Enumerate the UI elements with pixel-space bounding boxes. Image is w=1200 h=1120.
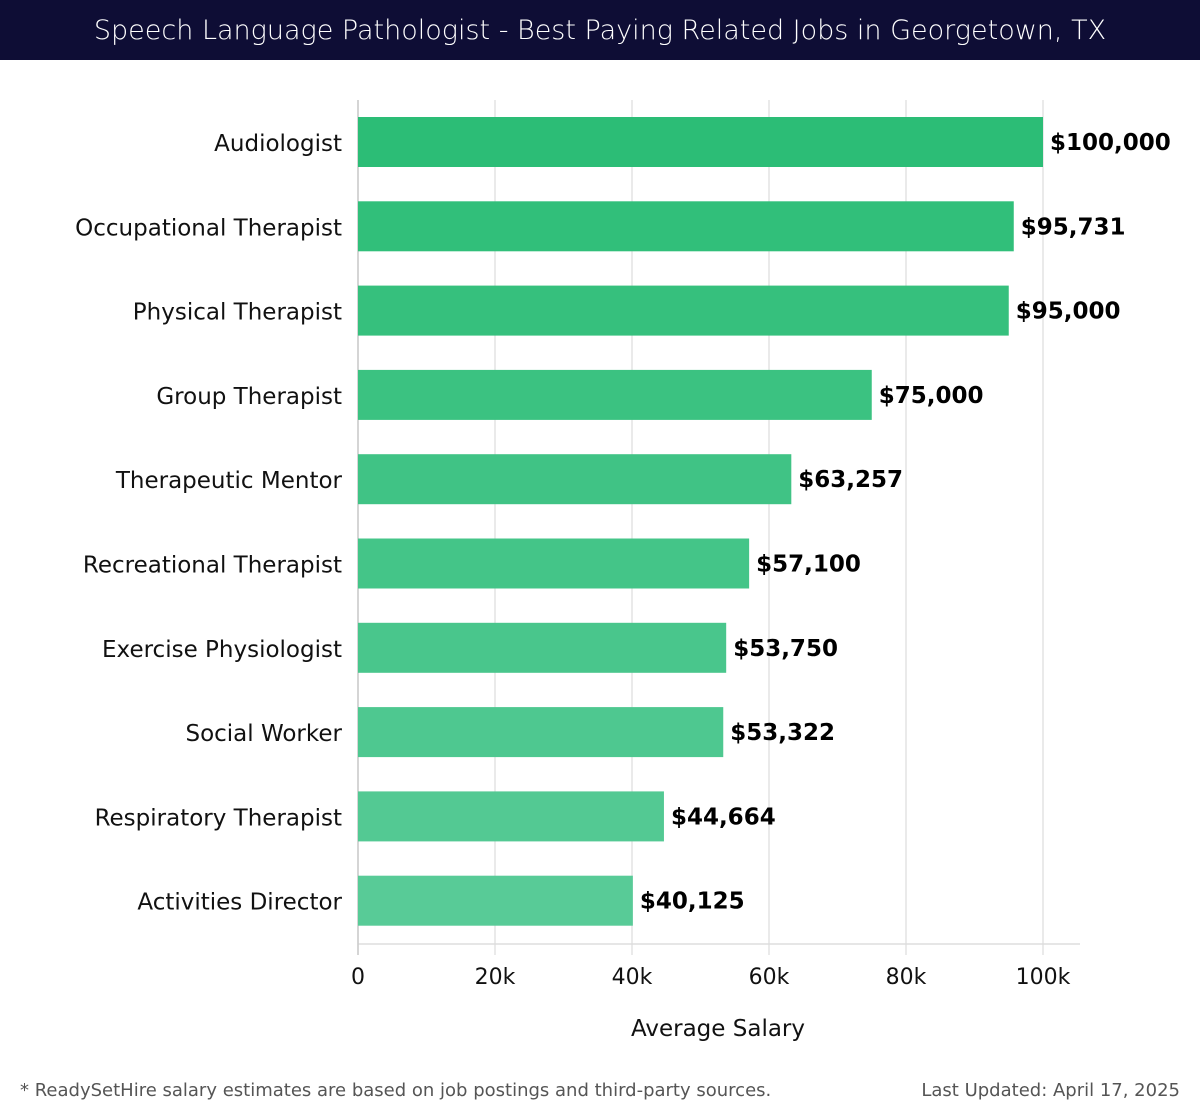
bar xyxy=(358,707,724,758)
last-updated: Last Updated: April 17, 2025 xyxy=(921,1080,1180,1101)
category-label: Social Worker xyxy=(185,721,342,747)
x-tick-label: 100k xyxy=(1016,965,1071,990)
data-label: $44,664 xyxy=(671,804,776,830)
category-label: Physical Therapist xyxy=(133,300,342,326)
data-label: $100,000 xyxy=(1050,130,1171,156)
chart-title: Speech Language Pathologist - Best Payin… xyxy=(0,0,1200,60)
x-axis-title: Average Salary xyxy=(631,1016,805,1042)
category-label: Exercise Physiologist xyxy=(102,637,342,663)
bar xyxy=(358,201,1014,252)
category-label: Therapeutic Mentor xyxy=(115,468,343,494)
data-label: $95,731 xyxy=(1021,214,1126,240)
bar xyxy=(358,791,664,842)
bar xyxy=(358,369,872,420)
bar xyxy=(358,875,633,926)
footer-note: * ReadySetHire salary estimates are base… xyxy=(20,1080,772,1101)
x-tick-label: 20k xyxy=(475,965,516,990)
category-label: Activities Director xyxy=(137,890,342,916)
category-label: Audiologist xyxy=(214,131,342,157)
x-tick-label: 80k xyxy=(886,965,927,990)
x-tick-label: 60k xyxy=(749,965,790,990)
data-label: $53,750 xyxy=(733,636,838,662)
category-label: Recreational Therapist xyxy=(83,553,342,579)
bar xyxy=(358,117,1043,167)
category-label: Occupational Therapist xyxy=(75,215,342,241)
bar-chart: 0 20k 40k 60k 80k 100k Audiologist $100,000 Occu… xyxy=(75,100,1171,1042)
data-label: $63,257 xyxy=(798,467,903,493)
bar xyxy=(358,454,792,505)
bar xyxy=(358,622,727,673)
x-tick-label: 40k xyxy=(612,965,653,990)
data-label: $95,000 xyxy=(1016,299,1121,325)
data-label: $75,000 xyxy=(879,383,984,409)
data-label: $53,322 xyxy=(730,720,835,746)
bar xyxy=(358,285,1009,336)
data-label: $40,125 xyxy=(640,889,745,915)
category-label: Respiratory Therapist xyxy=(95,805,342,831)
data-label: $57,100 xyxy=(756,552,861,578)
x-tick-label: 0 xyxy=(351,965,365,990)
bar xyxy=(358,538,750,589)
category-label: Group Therapist xyxy=(156,384,342,410)
